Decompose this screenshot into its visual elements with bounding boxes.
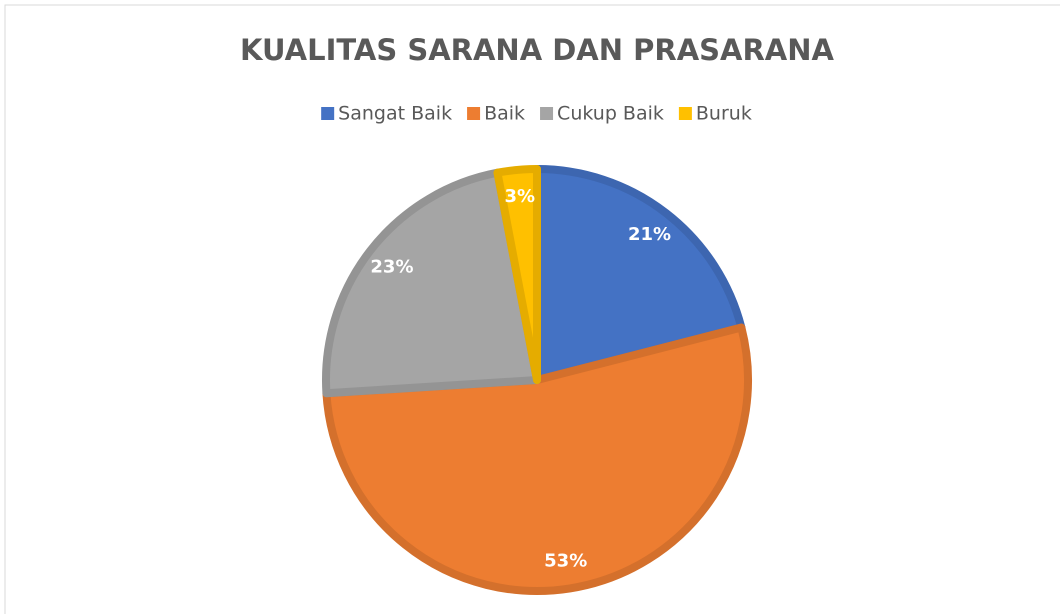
pie-slice bbox=[493, 165, 541, 384]
data-label: 53% bbox=[544, 550, 587, 571]
legend-label: Buruk bbox=[696, 103, 752, 125]
data-label: 21% bbox=[628, 224, 671, 245]
slice-edge bbox=[322, 323, 752, 595]
slice-edge bbox=[322, 168, 541, 398]
pie-slice bbox=[533, 165, 746, 384]
chart-title: KUALITAS SARANA DAN PRASARANA bbox=[240, 33, 834, 67]
legend-label: Sangat Baik bbox=[338, 103, 452, 125]
data-label: 3% bbox=[504, 186, 535, 207]
legend-label: Cukup Baik bbox=[557, 103, 664, 125]
legend-swatch bbox=[678, 107, 692, 120]
data-label: 23% bbox=[370, 256, 413, 277]
slice-edge bbox=[493, 165, 541, 384]
legend-swatch bbox=[321, 107, 335, 120]
legend-swatch bbox=[540, 107, 554, 120]
pie-slice bbox=[322, 323, 752, 595]
legend-swatch bbox=[467, 107, 481, 120]
slice-edge bbox=[533, 165, 746, 384]
legend-label: Baik bbox=[484, 103, 525, 125]
pie-slice bbox=[322, 168, 541, 398]
